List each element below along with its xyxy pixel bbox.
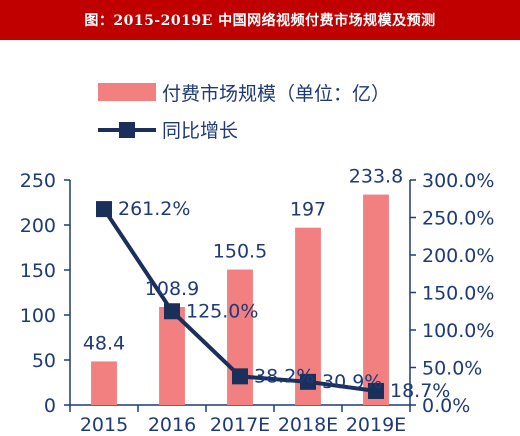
bar-value-label: 48.4 xyxy=(83,332,125,354)
data-labels: 48.4 108.9 150.5 197 233.8 261.2% 125.0% 38.2% 3… xyxy=(83,166,451,402)
bars xyxy=(91,194,389,405)
growth-value-label: 38.2% xyxy=(254,365,314,387)
right-tick-label: 150.0% xyxy=(422,283,494,305)
legend-line-label: 同比增长 xyxy=(162,120,238,142)
growth-value-label: 18.7% xyxy=(390,380,450,402)
growth-marker xyxy=(300,373,316,390)
growth-value-label: 261.2% xyxy=(118,198,190,220)
line-series xyxy=(96,201,384,399)
legend-bar-swatch xyxy=(98,83,156,101)
right-tick-label: 250.0% xyxy=(422,208,494,230)
bar xyxy=(363,194,389,405)
legend: 付费市场规模（单位：亿） 同比增长 xyxy=(98,83,390,142)
left-tick-label: 0 xyxy=(44,395,56,417)
bar-value-label: 108.9 xyxy=(145,278,199,300)
x-tick-label: 2017E xyxy=(210,414,270,436)
axes: 0 50 100 150 200 250 0.0% 50.0% 100.0% 150.0% 200.… xyxy=(20,170,495,436)
bar-value-label: 150.5 xyxy=(213,241,267,263)
bar-value-label: 197 xyxy=(290,199,326,221)
left-tick-label: 50 xyxy=(32,350,56,372)
chart-title-bar: 图：2015-2019E 中国网络视频付费市场规模及预测 xyxy=(0,0,520,40)
right-tick-label: 100.0% xyxy=(422,320,494,342)
growth-value-label: 125.0% xyxy=(186,300,258,322)
bar xyxy=(91,361,117,405)
right-tick-label: 0.0% xyxy=(422,395,470,417)
bar xyxy=(159,306,185,405)
right-tick-label: 200.0% xyxy=(422,245,494,267)
x-tick-label: 2016 xyxy=(148,414,196,436)
growth-marker xyxy=(164,303,180,320)
left-tick-label: 150 xyxy=(20,260,56,282)
legend-bar-label: 付费市场规模（单位：亿） xyxy=(162,83,390,105)
growth-marker xyxy=(368,382,384,399)
x-tick-label: 2018E xyxy=(278,414,338,436)
bar-value-label: 233.8 xyxy=(349,166,403,188)
left-tick-label: 200 xyxy=(20,215,56,237)
growth-marker xyxy=(96,201,112,218)
growth-value-label: 30.9% xyxy=(322,371,382,393)
legend-line-marker xyxy=(119,122,135,138)
x-tick-label: 2015 xyxy=(80,414,128,436)
right-tick-label: 50.0% xyxy=(422,358,482,380)
left-tick-label: 100 xyxy=(20,305,56,327)
right-tick-label: 300.0% xyxy=(422,170,494,192)
x-tick-label: 2019E xyxy=(346,414,406,436)
chart-title: 图：2015-2019E 中国网络视频付费市场规模及预测 xyxy=(84,13,436,29)
growth-marker xyxy=(232,368,248,385)
left-tick-label: 250 xyxy=(20,170,56,192)
bar xyxy=(227,269,253,405)
